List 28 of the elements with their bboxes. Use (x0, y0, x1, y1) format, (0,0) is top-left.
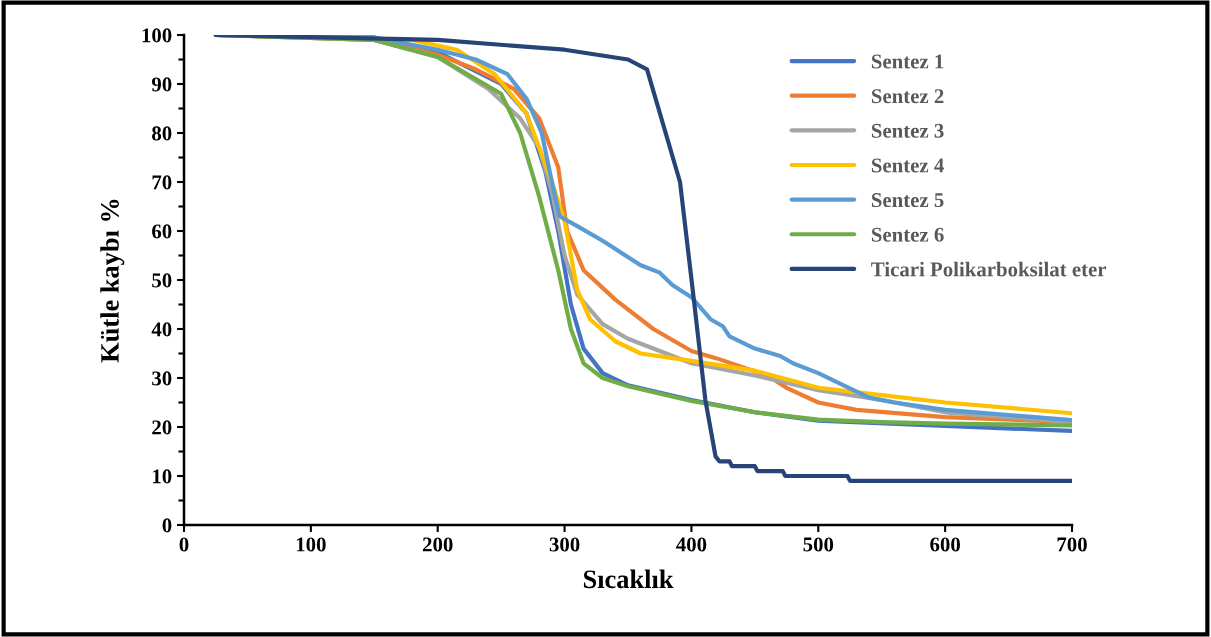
y-tick-label: 20 (152, 420, 172, 435)
legend-label: Sentez 5 (871, 193, 944, 208)
x-axis-title: Sıcaklık (583, 569, 674, 589)
y-axis-title: Kütle kaybı % (100, 199, 125, 363)
x-tick-label: 0 (179, 537, 189, 552)
legend-label: Ticari Polikarboksilat eter (871, 261, 1107, 277)
legend-label: Sentez 1 (871, 54, 944, 69)
x-tick-label: 100 (296, 537, 326, 552)
y-tick-label: 40 (151, 322, 172, 337)
y-tick-label: 0 (162, 518, 172, 533)
y-tick-label: 60 (152, 224, 172, 239)
y-tick-label: 50 (152, 273, 172, 288)
x-tick-label: 700 (1057, 537, 1087, 552)
legend-label: Sentez 3 (871, 123, 944, 138)
legend-label: Sentez 4 (871, 158, 944, 173)
y-tick-label: 70 (152, 175, 172, 190)
y-tick-label: 30 (152, 371, 172, 386)
x-tick-label: 500 (803, 537, 834, 552)
y-tick-label: 10 (153, 469, 172, 484)
x-tick-label: 300 (549, 537, 580, 552)
x-tick-label: 200 (422, 537, 453, 552)
x-tick-label: 600 (930, 537, 960, 552)
legend-label: Sentez 6 (871, 227, 944, 242)
legend-label: Sentez 2 (871, 89, 944, 104)
y-tick-label: 100 (142, 28, 172, 43)
x-tick-label: 400 (676, 537, 707, 552)
y-tick-label: 80 (152, 126, 172, 141)
y-tick-label: 90 (151, 77, 172, 92)
